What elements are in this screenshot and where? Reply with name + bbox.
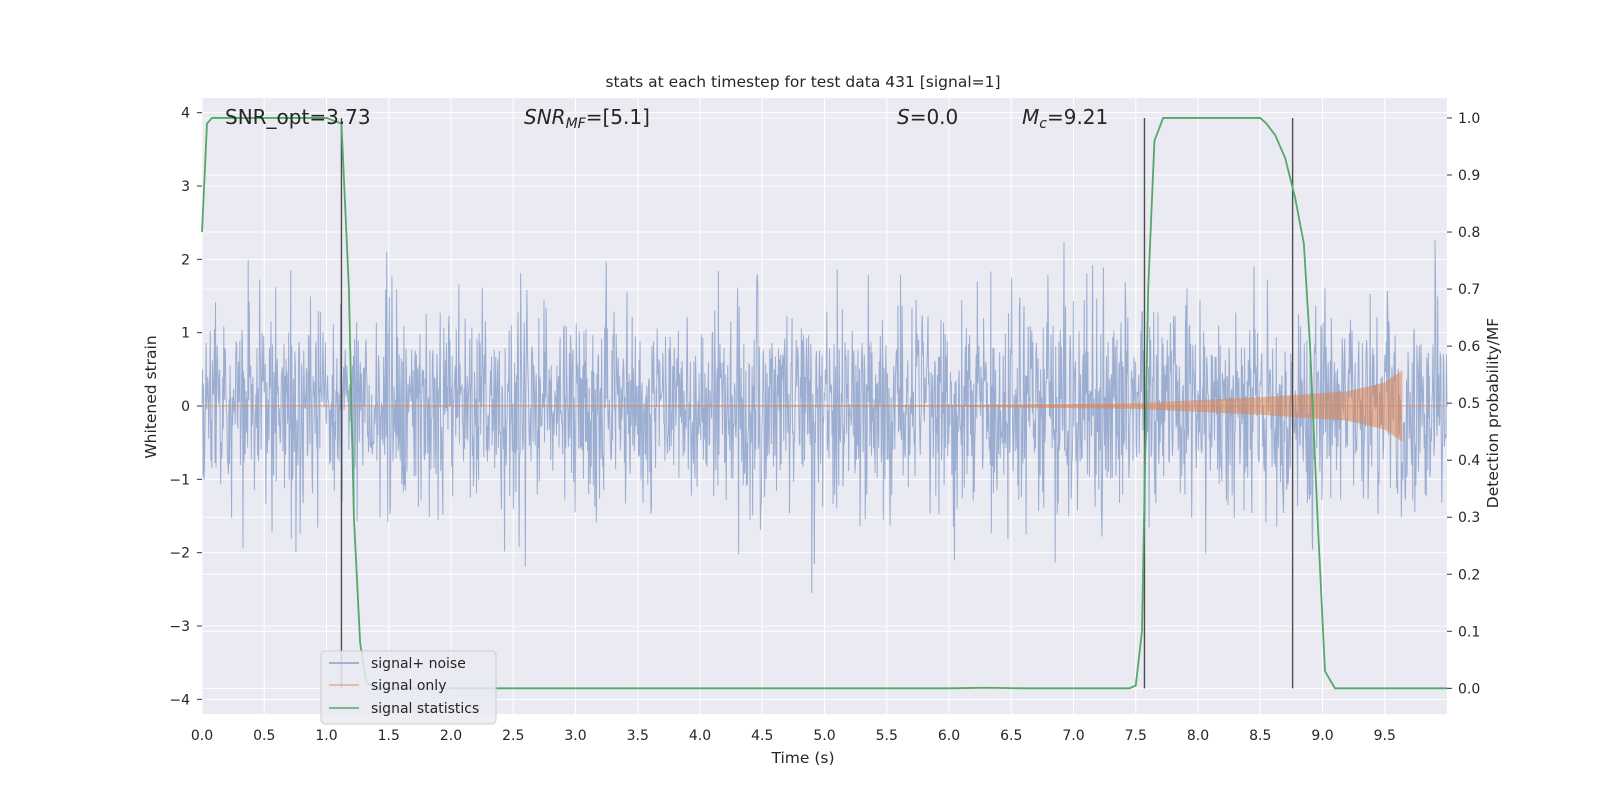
x-tick-label: 7.5 <box>1125 728 1147 744</box>
x-tick-label: 8.5 <box>1249 728 1271 744</box>
y-tick-label: −4 <box>169 692 190 708</box>
x-tick-label: 7.0 <box>1062 728 1084 744</box>
x-tick-label: 3.5 <box>627 728 649 744</box>
x-tick-labels: 0.0 0.5 1.0 1.5 2.0 2.5 3.0 3.5 4.0 4.5 5.0 5.5 6.0 6… <box>191 728 1396 744</box>
legend-box <box>320 650 497 725</box>
x-tick-label: 6.0 <box>938 728 960 744</box>
signal-statistics-line <box>201 117 1447 690</box>
y-tick-labels: 4 3 2 1 0 −1 −2 −3 −4 <box>169 106 202 708</box>
x-tick-label: 5.0 <box>813 728 835 744</box>
x-tick-label: 1.0 <box>315 728 337 744</box>
legend-label-statistics: signal statistics <box>371 701 479 717</box>
signal-only-series <box>202 370 1447 442</box>
y-right-tick-label: 0.2 <box>1458 567 1480 583</box>
y-right-tick-label: 0.5 <box>1458 396 1480 412</box>
x-tick-label: 1.5 <box>378 728 400 744</box>
x-tick-label: 9.5 <box>1374 728 1396 744</box>
x-tick-label: 4.0 <box>689 728 711 744</box>
y-right-tick-label: 0.9 <box>1458 168 1480 184</box>
annotation-mc-value: =9.21 <box>1047 105 1108 129</box>
x-tick-label: 0.5 <box>253 728 275 744</box>
legend: signal+ noise signal only signal statist… <box>320 650 497 725</box>
y-right-tick-label: 0.8 <box>1458 225 1480 241</box>
annotation-s-value: =0.0 <box>910 105 959 129</box>
x-tick-label: 3.0 <box>564 728 586 744</box>
legend-label-noise: signal+ noise <box>371 656 466 672</box>
annotation-snr-mf: SNRMF=[5.1] <box>524 105 650 132</box>
vertical-markers <box>340 117 1294 689</box>
y-right-tick-label: 0.0 <box>1458 681 1480 697</box>
y-right-tick-label: 1.0 <box>1458 111 1480 127</box>
x-tick-label: 9.0 <box>1311 728 1333 744</box>
y-right-tick-label: 0.7 <box>1458 282 1480 298</box>
annotation-snr-mf-label: SNR <box>524 105 566 129</box>
x-axis-label: Time (s) <box>770 749 834 767</box>
y-right-tick-label: 0.4 <box>1458 453 1480 469</box>
annotation-mc: Mc=9.21 <box>1022 105 1108 132</box>
y-right-tick-labels: 1.0 0.9 0.8 0.7 0.6 0.5 0.4 0.3 0.2 0.1 0.0 <box>1447 111 1480 697</box>
y-tick-label: 2 <box>181 252 190 268</box>
x-tick-label: 2.5 <box>502 728 524 744</box>
y-right-tick-label: 0.3 <box>1458 510 1480 526</box>
annotation-snr-opt: SNR_opt=3.73 <box>225 105 371 129</box>
x-tick-label: 5.5 <box>876 728 898 744</box>
y-axis-label: Whitened strain <box>142 335 160 458</box>
x-tick-label: 2.0 <box>440 728 462 744</box>
legend-label-signal-only: signal only <box>371 678 446 694</box>
y-right-tick-label: 0.1 <box>1458 624 1480 640</box>
x-tick-label: 8.0 <box>1187 728 1209 744</box>
x-tick-label: 0.0 <box>191 728 213 744</box>
annotation-snr-mf-subscript: MF <box>566 116 587 132</box>
annotation-s: S=0.0 <box>897 105 958 129</box>
annotation-mc-label: M <box>1022 105 1039 129</box>
annotation-snr-mf-value: =[5.1] <box>586 105 650 129</box>
chart-title: stats at each timestep for test data 431… <box>605 73 1000 91</box>
annotation-mc-subscript: c <box>1039 116 1047 132</box>
signal-noise-line <box>201 240 1448 593</box>
y-tick-label: −2 <box>169 546 190 562</box>
y-tick-label: 3 <box>181 179 190 195</box>
y-right-tick-label: 0.6 <box>1458 339 1480 355</box>
annotation-s-label: S <box>897 105 910 129</box>
y-tick-label: −1 <box>169 472 190 488</box>
x-tick-label: 6.5 <box>1000 728 1022 744</box>
y-tick-label: 1 <box>181 326 190 342</box>
y-tick-label: 0 <box>181 399 190 415</box>
signal-noise-series <box>201 240 1448 593</box>
y-tick-label: 4 <box>181 106 190 122</box>
y-tick-label: −3 <box>169 619 190 635</box>
x-tick-label: 4.5 <box>751 728 773 744</box>
signal-statistics-series <box>201 117 1447 690</box>
y-right-axis-label: Detection probability/MF <box>1484 318 1502 509</box>
